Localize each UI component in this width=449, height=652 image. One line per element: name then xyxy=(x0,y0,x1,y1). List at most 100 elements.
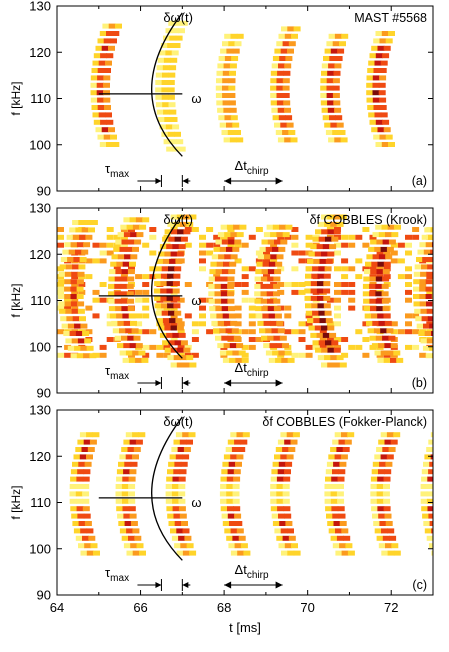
spectrogram-cell xyxy=(348,289,356,295)
spectrogram-cell xyxy=(128,491,135,497)
spectrogram-cell xyxy=(102,23,110,29)
spectrogram-cell xyxy=(394,224,401,230)
spectrogram-cell xyxy=(224,56,232,61)
spectrogram-cell xyxy=(248,321,256,327)
spectrogram-cell xyxy=(383,266,391,272)
spectrogram-cell xyxy=(379,97,387,103)
spectrogram-cell xyxy=(424,227,432,233)
spectrogram-cell xyxy=(276,535,284,541)
spectrogram-cell xyxy=(155,310,163,316)
y-axis-label: f [kHz] xyxy=(9,485,23,519)
spectrogram-cell xyxy=(64,242,72,248)
spectrogram-cell xyxy=(224,115,232,121)
spectrogram-cell xyxy=(362,283,370,289)
spectrogram-cell xyxy=(170,362,178,368)
spectrogram-cell xyxy=(227,234,235,240)
spectrogram-cell xyxy=(160,281,168,287)
spectrogram-cell xyxy=(317,281,324,287)
spectrogram-cell xyxy=(123,320,131,326)
spectrogram-cell xyxy=(326,321,334,327)
spectrogram-cell xyxy=(330,447,338,452)
spectrogram-cell xyxy=(286,432,294,438)
spectrogram-cell xyxy=(248,234,256,240)
spectrogram-cell xyxy=(181,521,188,526)
spectrogram-cell xyxy=(378,469,385,475)
spectrogram-cell xyxy=(445,353,449,358)
spectrogram-cell xyxy=(277,282,285,287)
spectrogram-cell xyxy=(444,551,449,556)
spectrogram-cell xyxy=(375,283,383,289)
spectrogram-cell xyxy=(382,535,390,541)
spectrogram-cell xyxy=(83,439,91,445)
spectrogram-cell xyxy=(103,97,111,103)
spectrogram-cell xyxy=(291,234,299,240)
spectrogram-cell xyxy=(184,535,192,541)
spectrogram-cell xyxy=(321,362,328,368)
spectrogram-cell xyxy=(337,506,345,512)
spectrogram-cell xyxy=(161,94,169,100)
spectrogram-cell xyxy=(390,439,398,445)
spectrogram-cell xyxy=(174,521,182,526)
spectrogram-cell xyxy=(254,276,262,282)
spectrogram-cell xyxy=(219,350,227,356)
spectrogram-cell xyxy=(383,498,391,504)
spectrogram-cell xyxy=(368,112,376,118)
spectrogram-cell xyxy=(420,338,428,344)
spectrogram-cell xyxy=(420,484,428,489)
spectrogram-cell xyxy=(265,350,273,356)
spectrogram-cell xyxy=(433,338,440,343)
dt-chirp-label: Δtchirp xyxy=(235,562,269,581)
spectrogram-cell xyxy=(422,345,430,351)
spectrogram-cell xyxy=(122,476,130,482)
spectrogram-cell xyxy=(167,43,175,48)
spectrogram-cell xyxy=(167,303,175,309)
spectrogram-cell xyxy=(390,343,398,349)
spectrogram-cell xyxy=(284,329,292,335)
spectrogram-cell xyxy=(426,271,433,277)
spectrogram-cell xyxy=(222,521,230,526)
spectrogram-cell xyxy=(376,250,384,256)
spectrogram-cell xyxy=(112,142,120,147)
spectrogram-cell xyxy=(412,234,420,240)
spectrogram-cell xyxy=(381,550,389,556)
spectrogram-cell xyxy=(389,535,397,541)
spectrogram-cell xyxy=(120,291,128,297)
spectrogram-cell xyxy=(191,321,199,327)
spectrogram-cell xyxy=(438,551,445,556)
spectrogram-cell xyxy=(305,310,313,316)
spectrogram-cell xyxy=(367,328,375,334)
spectrogram-cell xyxy=(227,298,235,304)
spectrogram-cell xyxy=(341,266,349,272)
spectrogram-cell xyxy=(362,337,370,342)
tau-max-label: τmax xyxy=(105,565,129,584)
spectrogram-cell xyxy=(199,242,206,248)
spectrogram-cell xyxy=(276,491,284,497)
spectrogram-cell xyxy=(276,484,284,489)
spectrogram-cell xyxy=(335,115,343,121)
spectrogram-cell xyxy=(217,107,225,113)
spectrogram-cell xyxy=(177,229,185,235)
spectrogram-cell xyxy=(103,82,110,88)
spectrogram-cell xyxy=(168,461,176,467)
spectrogram-cell xyxy=(385,254,393,260)
spectrogram-cell xyxy=(215,85,223,91)
spectrogram-cell xyxy=(113,234,121,240)
spectrogram-cell xyxy=(70,476,78,482)
spectrogram-cell xyxy=(189,214,197,220)
spectrogram-cell xyxy=(287,26,295,32)
spectrogram-cell xyxy=(342,447,350,452)
spectrogram-cell xyxy=(276,320,284,326)
spectrogram-cell xyxy=(341,33,349,39)
spectrogram-cell xyxy=(175,432,183,438)
spectrogram-cell xyxy=(134,535,142,541)
spectrogram-cell xyxy=(163,344,171,350)
spectrogram-cell xyxy=(370,239,378,245)
spectrogram-cell xyxy=(89,439,97,445)
spectrogram-cell xyxy=(176,362,184,368)
spectrogram-cell xyxy=(88,535,96,541)
spectrogram-cell xyxy=(327,214,335,220)
spectrogram-cell xyxy=(254,298,262,304)
spectrogram-cell xyxy=(135,439,143,445)
spectrogram-cell xyxy=(241,297,249,303)
spectrogram-cell xyxy=(169,109,177,115)
